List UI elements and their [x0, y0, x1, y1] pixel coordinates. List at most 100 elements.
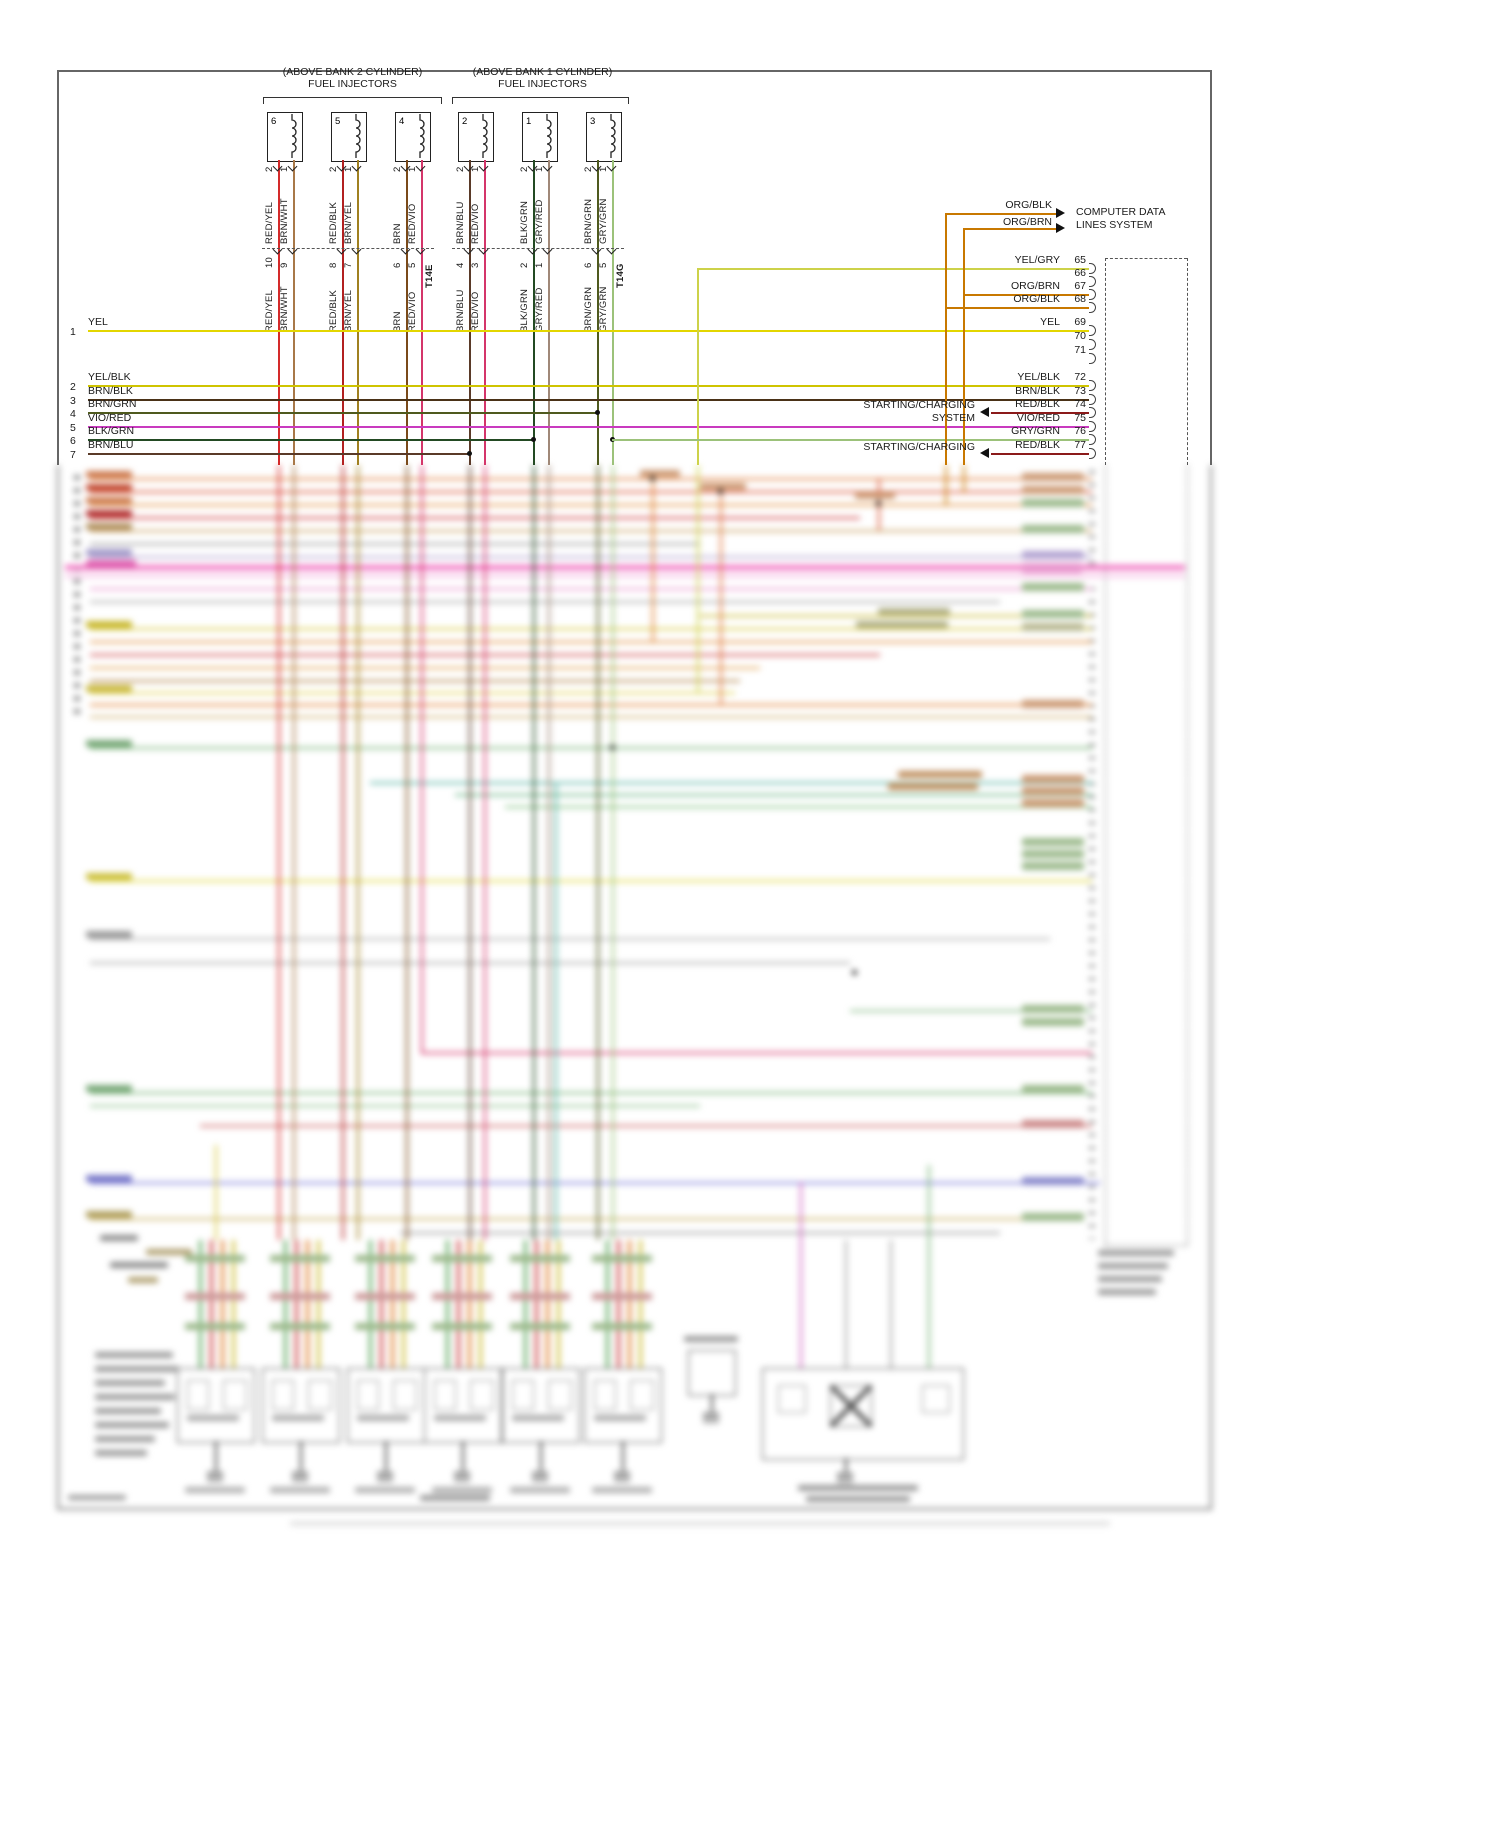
blur-dashed-box: [1105, 465, 1106, 1245]
blur-wire: [90, 641, 1092, 643]
junction-dot: [531, 437, 536, 442]
blur-label: [86, 931, 132, 938]
pin-label: VIO/RED: [1016, 412, 1060, 424]
blur-wire: [462, 1441, 464, 1471]
blur-text: [290, 1521, 1110, 1526]
blur-box: [688, 1350, 736, 1396]
row-number: 7: [70, 449, 76, 461]
wire-org-blk: [945, 213, 947, 465]
pin-label: ORG/BRN: [1010, 280, 1060, 292]
wire-gry-grn: [612, 160, 614, 465]
pin-num: 74: [1074, 398, 1086, 410]
blur-label: [185, 1323, 245, 1330]
blur-wire: [700, 615, 1092, 617]
wire-label: BLK/GRN: [519, 200, 530, 244]
connector-dashed-line: [452, 248, 624, 249]
bank1-subheader: FUEL INJECTORS: [498, 78, 587, 90]
blur-wire: [406, 465, 408, 1240]
blur-label: [510, 1487, 570, 1493]
coil-icon: [355, 114, 361, 158]
pin-label: ORG/BLK: [1013, 293, 1060, 305]
pin-label: YEL/GRY: [1014, 254, 1060, 266]
blur-label: [86, 873, 132, 880]
blur-text: [95, 1366, 179, 1372]
blur-text: [420, 1495, 490, 1501]
blur-label: [86, 1211, 132, 1218]
module-dashed-box: [1105, 258, 1187, 259]
blur-wire: [479, 1240, 482, 1368]
connector-dashed-line: [262, 248, 434, 249]
blur-label: [1022, 700, 1084, 708]
blur-label: [1022, 1018, 1084, 1026]
blur-label: [187, 1415, 239, 1421]
blur-label: [86, 471, 132, 478]
pin-number: 1: [470, 166, 481, 172]
wire-brn-grn: [88, 412, 598, 414]
junction-dot: [595, 410, 600, 415]
blur-wire: [617, 1240, 620, 1368]
blur-wire: [963, 465, 965, 493]
bank2-subheader: FUEL INJECTORS: [308, 78, 397, 90]
blur-label: [1022, 623, 1084, 631]
blur-junction: [650, 476, 655, 481]
blur-label: [510, 1323, 570, 1330]
row-number: 4: [70, 408, 76, 420]
blur-label: [86, 523, 132, 530]
pin-num: 72: [1074, 371, 1086, 383]
blur-box: [778, 1385, 806, 1413]
blur-label: [100, 1235, 138, 1241]
blur-wire: [370, 782, 1092, 784]
blur-label: [700, 483, 746, 490]
wire-label: RED/VIO: [407, 203, 418, 244]
wire-label: BRN/BLU: [455, 201, 466, 244]
pin-number: 1: [343, 166, 354, 172]
wire-label: GRY/GRN: [598, 198, 609, 244]
pin-num: 68: [1074, 293, 1086, 305]
pin-label: RED/BLK: [1015, 439, 1060, 451]
wire-brn-wht: [293, 160, 295, 465]
pin-label: GRY/GRN: [1011, 425, 1060, 437]
row-label: YEL: [88, 316, 108, 328]
blur-label: [432, 1487, 492, 1493]
injector-number: 3: [590, 116, 596, 127]
arrow-right-icon: [1056, 208, 1065, 218]
blur-label: [146, 1249, 192, 1255]
row-label: BLK/GRN: [88, 425, 135, 437]
blur-box: [548, 1380, 572, 1410]
wire-label: RED/BLK: [328, 201, 339, 244]
blur-wire: [800, 1182, 802, 1368]
blur-wire: [400, 1232, 1000, 1234]
wire-org-brn: [963, 294, 1092, 296]
blur-wire: [533, 465, 535, 1240]
ground-icon: [532, 1472, 548, 1482]
blur-wire: [300, 1441, 302, 1471]
blur-label: [1022, 850, 1084, 858]
blur-label: [1022, 563, 1082, 573]
blur-wire: [555, 782, 557, 1240]
injector-box-5: 5: [331, 112, 367, 162]
blur-wire: [90, 667, 760, 669]
blur-wire: [468, 1240, 471, 1368]
blur-text: [95, 1408, 161, 1414]
wire-gry-red: [548, 160, 550, 465]
connector-pin: 5: [407, 262, 418, 268]
blur-text: [95, 1450, 147, 1456]
blur-label: [1022, 1085, 1084, 1093]
blur-text: [95, 1394, 175, 1400]
pin-num: 73: [1074, 385, 1086, 397]
blur-label: [898, 771, 982, 778]
blur-label: [512, 1415, 564, 1421]
blur-junction: [610, 745, 615, 750]
blur-text: [1098, 1289, 1156, 1295]
blur-wire: [628, 1240, 631, 1368]
blur-wire: [65, 575, 1185, 577]
wire-label: RED/VIO: [470, 203, 481, 244]
pin-icon: [1089, 353, 1096, 364]
blur-label: [592, 1255, 652, 1262]
blur-box: [512, 1380, 534, 1410]
blur-wire: [421, 465, 423, 1054]
wire-brn-blu: [88, 453, 471, 455]
blur-label: [1022, 486, 1084, 494]
pin-icon: [1089, 302, 1096, 313]
